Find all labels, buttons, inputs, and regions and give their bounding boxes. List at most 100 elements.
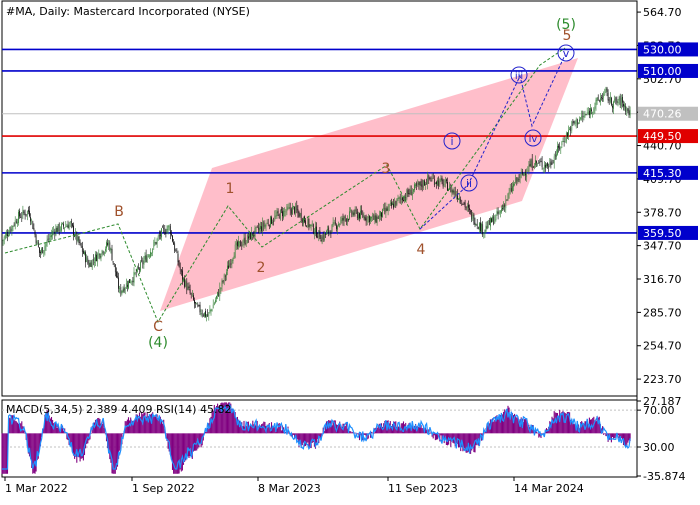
macd-histogram-bar [192, 433, 194, 452]
candle-body [376, 216, 378, 224]
macd-histogram-bar [426, 429, 428, 434]
candle-body [475, 224, 477, 226]
macd-histogram-bar [179, 433, 181, 470]
macd-histogram-bar [437, 433, 439, 440]
macd-histogram-bar [346, 428, 348, 434]
macd-histogram-bar [240, 422, 242, 434]
macd-histogram-bar [99, 418, 101, 434]
candle-body [259, 227, 260, 231]
macd-histogram-bar [329, 420, 331, 434]
candle-body [50, 235, 51, 237]
macd-histogram-bar [131, 422, 133, 434]
candle-body [72, 223, 73, 227]
candle-body [265, 224, 267, 227]
candle-body [628, 110, 630, 115]
macd-histogram-bar [210, 416, 212, 434]
macd-histogram-bar [218, 407, 220, 434]
candle-body [495, 214, 497, 221]
candle-body [39, 247, 40, 253]
candle-body [221, 280, 223, 287]
candle-body [381, 212, 382, 217]
candle-body [91, 259, 93, 269]
candle-body [255, 226, 257, 229]
macd-histogram-bar [69, 433, 71, 447]
macd-histogram-bar [193, 433, 196, 451]
wave-label-iv-text: iv [529, 134, 538, 145]
candle-body [619, 95, 621, 106]
macd-histogram-bar [401, 423, 403, 434]
candle-body [101, 250, 103, 255]
price-tick-label: 347.70 [643, 240, 682, 253]
macd-histogram-bar [12, 415, 14, 434]
macd-histogram-bar [138, 412, 141, 434]
macd-histogram-bar [113, 433, 115, 474]
macd-histogram-bar [129, 420, 131, 434]
candle-body [540, 161, 542, 162]
macd-histogram-bar [1, 433, 3, 474]
candle-body [292, 206, 293, 215]
candle-body [400, 198, 402, 200]
macd-histogram-bar [551, 416, 553, 434]
macd-histogram-bar [460, 433, 462, 452]
candle-body [283, 210, 284, 218]
candle-body [273, 220, 275, 222]
candle-body [22, 209, 24, 216]
candle-body [70, 220, 72, 224]
candle-body [568, 130, 569, 137]
macd-histogram-bar [223, 402, 225, 434]
macd-histogram-bar [24, 433, 26, 434]
indicator-label: MACD(5,34,5) 2.389 4.409 RSI(14) 45.82 [6, 403, 231, 416]
candle-body [526, 172, 528, 177]
candle-body [123, 287, 125, 292]
macd-histogram-bar [199, 433, 201, 444]
candle-body [388, 204, 390, 208]
wave-label-v: v [557, 44, 575, 62]
candle-body [119, 287, 121, 289]
macd-histogram-bar [538, 433, 540, 438]
candle-body [176, 252, 178, 254]
candle-body [63, 223, 64, 227]
candle-body [534, 166, 535, 168]
candle-body [88, 262, 90, 268]
macd-histogram-bar [558, 415, 560, 434]
macd-histogram-bar [464, 433, 466, 451]
macd-histogram-bar [541, 433, 543, 434]
candle-body [53, 230, 55, 232]
candle-body [158, 235, 160, 237]
macd-histogram-bar [484, 431, 486, 434]
macd-histogram-bar [181, 433, 183, 471]
candle-body [21, 216, 23, 218]
candle-body [435, 182, 436, 184]
candle-body [411, 191, 413, 196]
macd-histogram-bar [319, 433, 321, 438]
macd-histogram-bar [254, 423, 256, 434]
candle-body [410, 189, 412, 196]
candle-body [55, 227, 57, 236]
candle-body [299, 213, 301, 217]
candle-body [205, 311, 206, 317]
candle-body [310, 224, 312, 226]
macd-histogram-bar [615, 433, 617, 438]
macd-histogram-bar [109, 433, 111, 460]
macd-histogram-bar [135, 414, 137, 434]
candle-body [162, 226, 163, 228]
macd-histogram-bar [58, 428, 60, 434]
macd-histogram-bar [110, 433, 112, 463]
candle-body [413, 189, 414, 192]
candle-body [529, 163, 531, 167]
macd-histogram-bar [108, 433, 110, 454]
candle-body [579, 119, 580, 122]
macd-histogram-bar [561, 411, 563, 434]
macd-histogram-bar [343, 423, 345, 434]
candle-body [403, 199, 404, 202]
candle-body [121, 290, 123, 294]
macd-histogram-bar [339, 421, 341, 434]
wave-label-C: C [153, 319, 163, 335]
candle-body [167, 225, 169, 231]
macd-histogram-bar [63, 430, 65, 434]
candle-body [338, 223, 339, 226]
candle-body [355, 209, 357, 212]
macd-histogram-bar [331, 425, 333, 434]
candle-body [314, 233, 315, 235]
